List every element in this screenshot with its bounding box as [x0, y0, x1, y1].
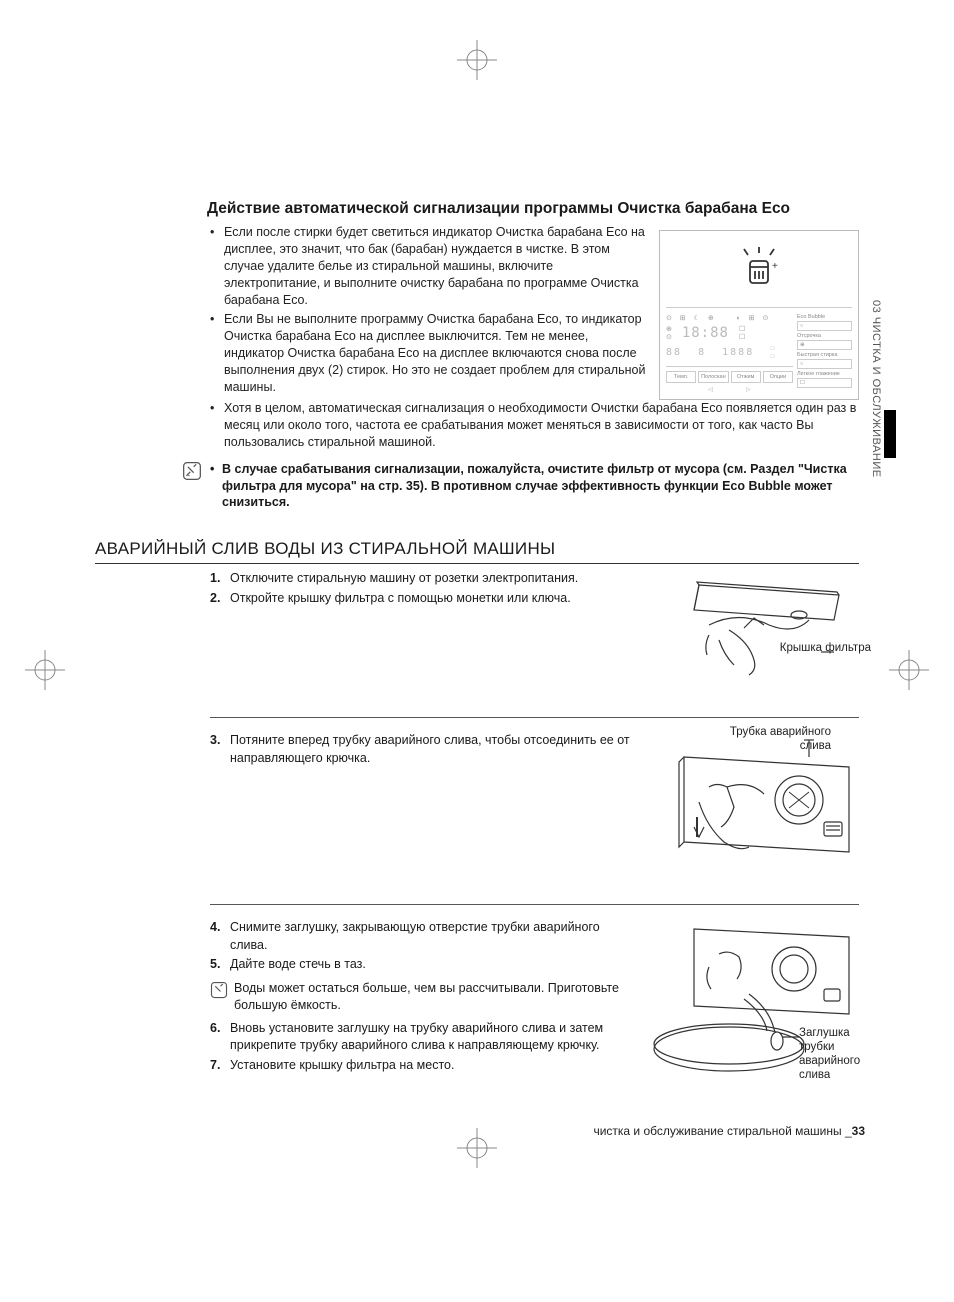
svg-text:+: +	[772, 261, 778, 272]
bullet-item: Если после стирки будет светиться индика…	[210, 224, 647, 308]
panel-opt-label: Быстрая стирка	[797, 352, 852, 358]
drain-tube-figure: Трубка аварийного слива	[649, 732, 859, 882]
panel-opt-box: ○	[797, 321, 852, 331]
step-item: 4.Снимите заглушку, закрывающую отверсти…	[210, 919, 639, 954]
step-item: 3.Потяните вперед трубку аварийного слив…	[210, 732, 639, 767]
filter-cover-figure: Крышка фильтра	[649, 570, 859, 695]
eco-drum-bullets: Если после стирки будет светиться индика…	[210, 224, 647, 396]
eco-drum-bullets-cont: Хотя в целом, автоматическая сигнализаци…	[210, 400, 859, 451]
step-item: 2.Откройте крышку фильтра с помощью моне…	[210, 590, 639, 608]
drain-cap-figure: Заглушка трубки аварийного слива	[649, 919, 859, 1094]
panel-icon-row: ⊙ ⊞ ☾ ⊕ ◐ ⊞ ⊙	[666, 314, 793, 322]
panel-opt-box: ☐	[797, 378, 852, 388]
important-note: В случае срабатывания сигнализации, пожа…	[210, 461, 859, 512]
control-panel-figure: + ⊙ ⊞ ☾ ⊕ ◐ ⊞ ⊙ ⊕⊙ 18:88 ☐☐ 88 8 1888 ☐☐	[659, 230, 859, 400]
panel-button: Темп.	[666, 371, 696, 383]
water-note: Воды может остаться больше, чем вы рассч…	[234, 980, 639, 1014]
step-item: 5.Дайте воде стечь в таз.	[210, 956, 639, 974]
fig-label-drain-cap: Заглушка трубки аварийного слива	[799, 1027, 869, 1082]
panel-seg: 88	[666, 347, 682, 358]
bullet-item: Хотя в целом, автоматическая сигнализаци…	[210, 400, 859, 451]
panel-opt-label: Eco Bubble	[797, 314, 852, 320]
note-icon	[182, 461, 202, 481]
panel-time-display: 18:88	[682, 325, 729, 341]
note-icon	[210, 981, 228, 999]
eco-drum-heading: Действие автоматической сигнализации про…	[207, 200, 859, 218]
fig-label-filter-cover: Крышка фильтра	[780, 642, 871, 656]
panel-opt-box: ⊕	[797, 340, 852, 350]
page-footer: чистка и обслуживание стиральной машины …	[210, 1124, 865, 1138]
panel-button: Полоскан	[698, 371, 728, 383]
panel-button: Отжим	[731, 371, 761, 383]
panel-opt-box: ○	[797, 359, 852, 369]
step-item: 7.Установите крышку фильтра на место.	[210, 1057, 639, 1075]
panel-seg: 1888	[722, 347, 754, 358]
panel-button: Опции	[763, 371, 793, 383]
page-number: 33	[852, 1124, 865, 1138]
panel-opt-label: Отсрочка	[797, 333, 852, 339]
emergency-drain-heading: АВАРИЙНЫЙ СЛИВ ВОДЫ ИЗ СТИРАЛЬНОЙ МАШИНЫ	[95, 539, 859, 564]
drum-clean-icon: +	[666, 237, 852, 307]
step-item: 6.Вновь установите заглушку на трубку ав…	[210, 1020, 639, 1055]
bullet-item: Если Вы не выполните программу Очистка б…	[210, 311, 647, 395]
fig-label-drain-tube: Трубка аварийного слива	[711, 726, 831, 754]
panel-opt-label: Легкое глажение	[797, 371, 852, 377]
panel-seg: 8	[698, 347, 706, 358]
step-item: 1.Отключите стиральную машину от розетки…	[210, 570, 639, 588]
